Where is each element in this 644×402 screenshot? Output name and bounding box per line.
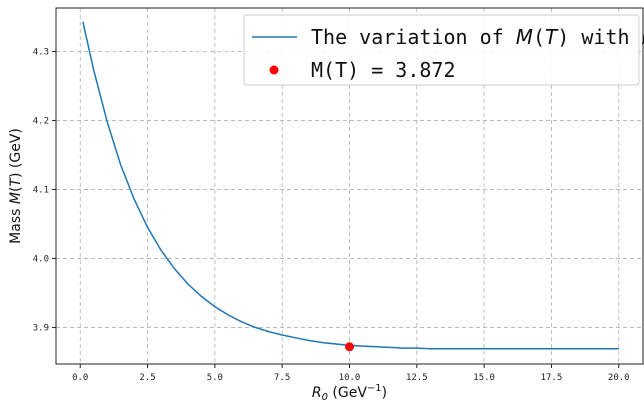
legend-series-label: The variation of M(T) with R0: [311, 25, 644, 53]
ticks: 0.0 2.5 5.0 7.5 10.0 12.5 15.0 17.5 20.0 3.9 4.0 4.…: [33, 47, 630, 383]
legend-box: [243, 14, 640, 86]
y-tick-label: 3.9: [33, 323, 49, 333]
y-tick-label: 4.3: [33, 47, 49, 57]
y-tick-label: 4.2: [33, 116, 49, 126]
x-tick-label: 20.0: [608, 373, 630, 383]
legend-point-swatch: [269, 65, 279, 75]
y-tick-label: 4.1: [33, 185, 49, 195]
x-tick-label: 17.5: [541, 373, 563, 383]
x-tick-label: 10.0: [339, 373, 361, 383]
x-tick-label: 0.0: [72, 373, 88, 383]
legend-point-label: M(T) = 3.872: [311, 58, 456, 82]
x-tick-label: 15.0: [473, 373, 495, 383]
y-axis-title: Mass M(T) (GeV): [8, 128, 24, 244]
series-layer: [82, 21, 619, 352]
series-line: [82, 21, 619, 350]
x-tick-label: 12.5: [406, 373, 428, 383]
y-tick-label: 4.0: [33, 254, 49, 264]
legend: The variation of M(T) with R0 M(T) = 3.8…: [243, 14, 644, 86]
x-tick-label: 7.5: [274, 373, 290, 383]
x-tick-label: 2.5: [139, 373, 155, 383]
x-tick-label: 5.0: [207, 373, 223, 383]
x-axis-title: R0 (GeV−1): [312, 383, 387, 402]
highlight-point: [345, 342, 354, 352]
